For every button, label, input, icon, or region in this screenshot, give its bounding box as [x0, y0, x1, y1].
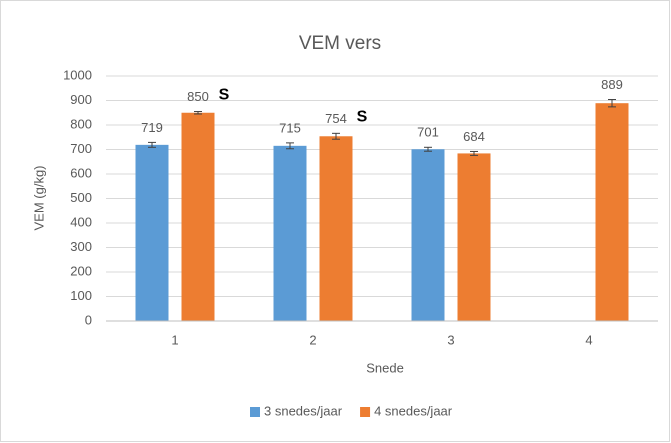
value-label: 684: [463, 129, 485, 144]
error-bar: [194, 111, 202, 115]
x-tick-label: 3: [447, 332, 454, 347]
y-tick-label: 600: [70, 165, 92, 180]
y-tick-label: 500: [70, 190, 92, 205]
error-bar: [608, 99, 616, 108]
y-tick-label: 900: [70, 92, 92, 107]
y-tick-label: 200: [70, 263, 92, 278]
y-tick-label: 0: [85, 312, 92, 327]
error-bar: [148, 141, 156, 148]
value-label: 715: [279, 120, 301, 135]
y-tick-label: 700: [70, 141, 92, 156]
legend-swatch: [360, 407, 371, 417]
error-bar: [332, 132, 340, 140]
value-label: 754: [325, 111, 347, 126]
y-tick-label: 400: [70, 214, 92, 229]
error-bar: [424, 146, 432, 152]
error-bar: [470, 150, 478, 156]
chart-title: VEM vers: [299, 33, 381, 54]
y-tick-label: 100: [70, 288, 92, 303]
x-tick-label: 1: [171, 332, 178, 347]
bar: [457, 153, 491, 321]
bar: [181, 112, 215, 321]
bar: [273, 145, 307, 321]
x-axis-label: Snede: [366, 360, 404, 375]
y-tick-label: 1000: [63, 67, 92, 82]
value-label: 701: [417, 125, 439, 140]
bar: [595, 103, 629, 321]
annotation: S: [219, 87, 230, 104]
bar: [135, 144, 169, 321]
legend-label: 4 snedes/jaar: [374, 403, 453, 418]
y-tick-label: 300: [70, 239, 92, 254]
bar: [319, 136, 353, 321]
y-axis-label: VEM (g/kg): [31, 165, 46, 230]
y-tick-label: 800: [70, 116, 92, 131]
legend-label: 3 snedes/jaar: [264, 403, 343, 418]
value-label: 889: [601, 77, 623, 92]
annotation: S: [357, 109, 368, 126]
x-tick-label: 2: [309, 332, 316, 347]
legend-swatch: [250, 407, 260, 417]
error-bar: [286, 142, 294, 150]
value-label: 719: [141, 120, 163, 135]
x-tick-label: 4: [585, 332, 592, 347]
bar: [411, 149, 445, 321]
value-label: 850: [187, 89, 209, 104]
